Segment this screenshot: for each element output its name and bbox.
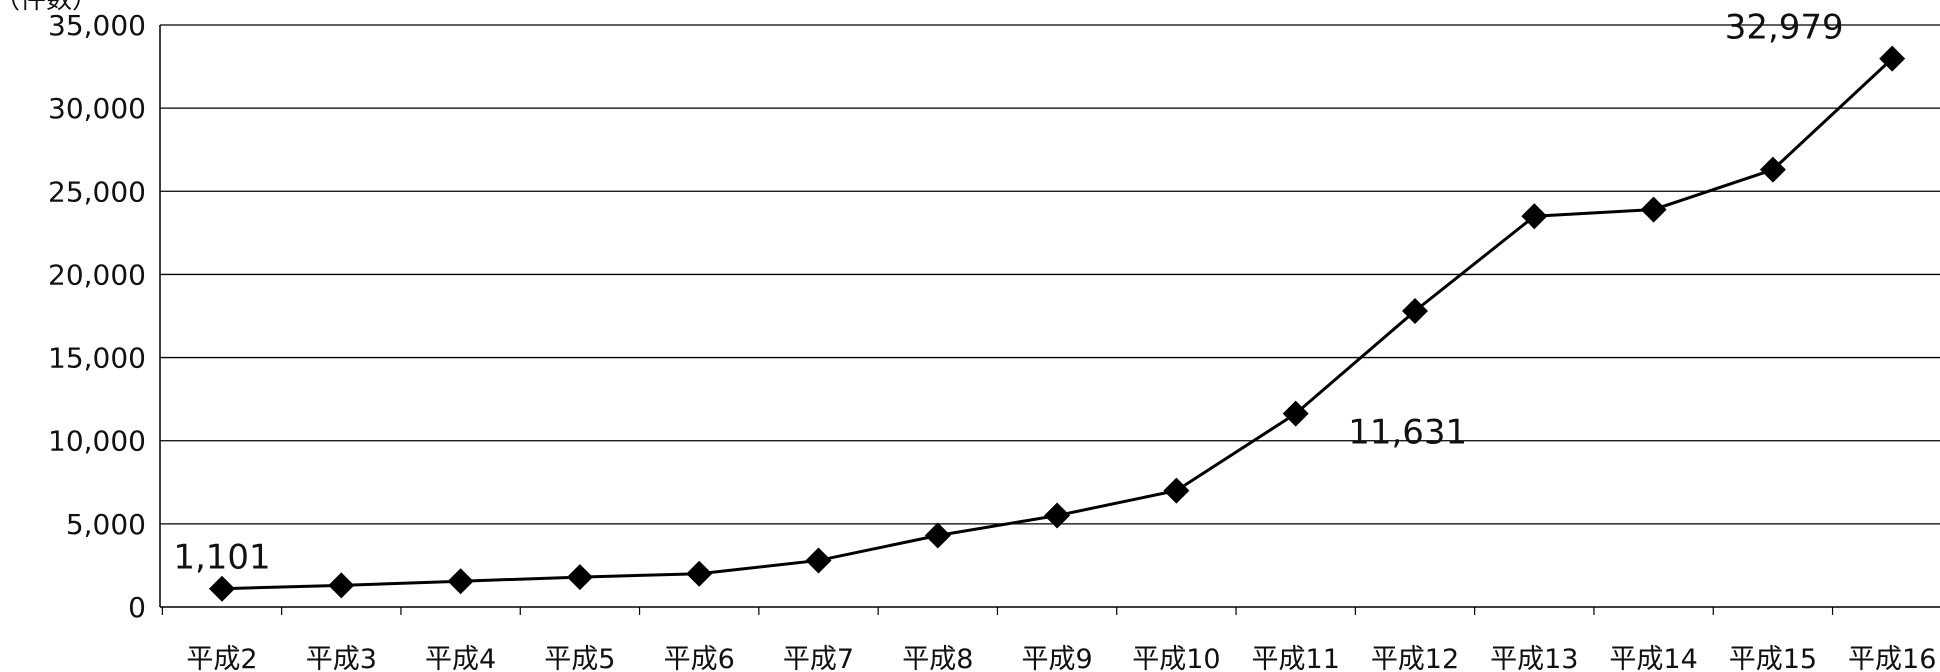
data-point-marker — [1163, 477, 1190, 504]
data-point-marker — [209, 575, 235, 602]
x-tick-label: 平成10 — [1132, 644, 1220, 672]
gridlines — [160, 24, 1940, 525]
x-tick-label: 平成9 — [1022, 644, 1093, 672]
data-point-marker — [328, 572, 355, 599]
y-unit-label: （件数） — [0, 0, 98, 15]
data-point-marker — [1640, 196, 1667, 223]
y-tick-label: 25,000 — [48, 175, 146, 208]
y-axis-ticks: 0 5,000 10,000 15,000 20,000 25,000 30,000 35,0… — [48, 9, 146, 624]
data-label: 1,101 — [173, 538, 270, 578]
data-point-marker — [1759, 156, 1786, 183]
data-point-marker — [924, 522, 951, 549]
x-tick-label: 平成16 — [1848, 644, 1936, 672]
series-markers — [209, 45, 1906, 602]
data-labels: 1,101 11,631 32,979 — [173, 8, 1843, 578]
data-point-marker — [1879, 45, 1906, 72]
data-point-marker — [1521, 203, 1548, 230]
x-tick-label: 平成11 — [1252, 644, 1340, 672]
x-tick-label: 平成13 — [1490, 644, 1578, 672]
x-tick-label: 平成2 — [186, 644, 257, 672]
x-tick-label: 平成14 — [1609, 644, 1697, 672]
data-point-marker — [686, 560, 713, 587]
data-point-marker — [566, 564, 593, 591]
data-label: 11,631 — [1348, 413, 1467, 453]
y-tick-label: 20,000 — [48, 258, 146, 291]
x-tick-label: 平成4 — [425, 644, 496, 672]
x-tick-label: 平成3 — [306, 644, 377, 672]
y-tick-label: 0 — [128, 591, 146, 624]
x-tick-label: 平成12 — [1371, 644, 1459, 672]
y-tick-label: 10,000 — [48, 425, 146, 458]
y-tick-label: 5,000 — [66, 508, 146, 541]
axes — [159, 25, 1940, 608]
data-point-marker — [1402, 298, 1428, 325]
x-tick-label: 平成6 — [664, 644, 735, 672]
data-label: 32,979 — [1725, 8, 1844, 48]
data-point-marker — [447, 568, 474, 595]
data-point-marker — [805, 547, 832, 574]
y-tick-label: 15,000 — [48, 342, 146, 375]
data-point-marker — [1282, 400, 1309, 427]
y-tick-label: 30,000 — [48, 92, 146, 125]
x-axis-ticks: 平成2 平成3 平成4 平成5 平成6 平成7 平成8 平成9 平成10 平成11 平成12 平成13… — [161, 607, 1936, 672]
x-tick-label: 平成15 — [1729, 644, 1817, 672]
y-tick-label: 35,000 — [48, 9, 146, 42]
x-tick-label: 平成5 — [544, 644, 615, 672]
data-point-marker — [1044, 502, 1071, 529]
x-tick-label: 平成7 — [783, 644, 854, 672]
x-tick-label: 平成8 — [902, 644, 973, 672]
